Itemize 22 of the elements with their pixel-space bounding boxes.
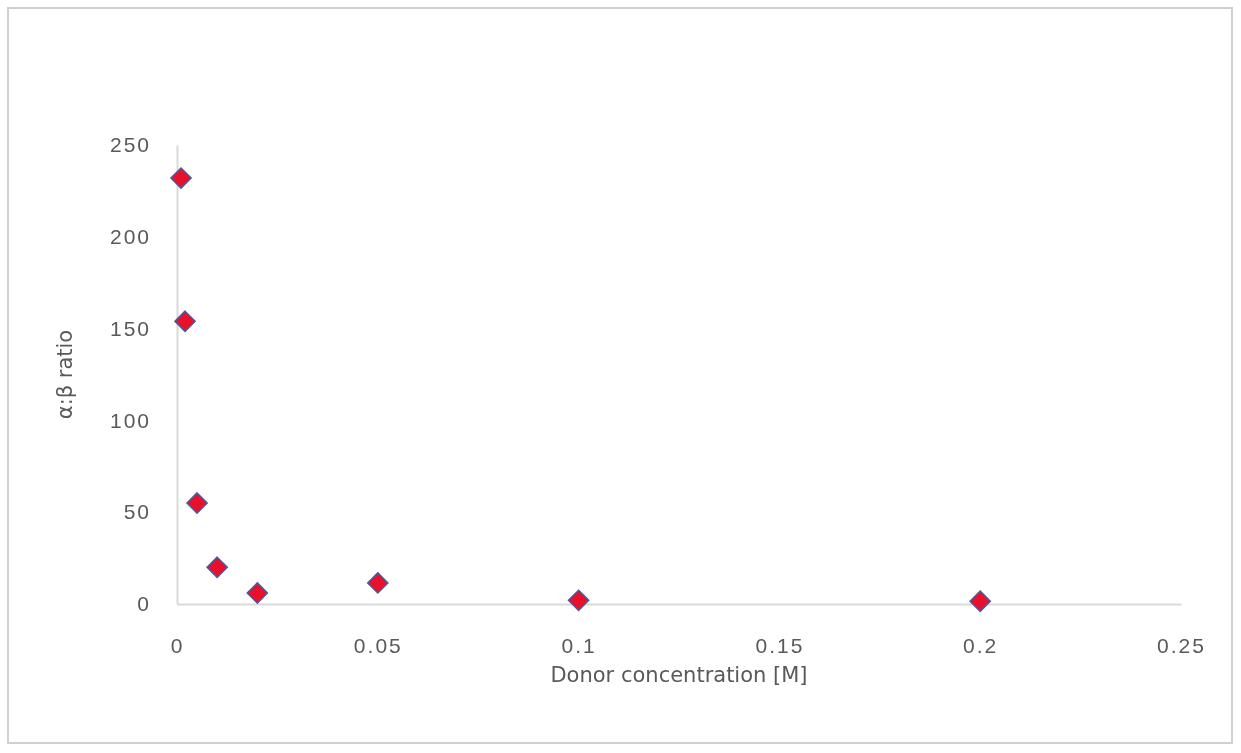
x-tick-label: 0.1 <box>561 633 597 657</box>
x-tick-label: 0 <box>170 633 185 657</box>
point <box>170 167 192 189</box>
y-tick-label: 200 <box>109 225 151 249</box>
x-tick-label: 0.2 <box>963 633 999 657</box>
y-axis-title: α:β ratio <box>53 329 77 420</box>
y-tick-label: 100 <box>109 408 151 432</box>
x-tick-label: 0.15 <box>755 633 805 657</box>
point <box>206 556 229 579</box>
y-tick-label: 250 <box>109 133 151 157</box>
y-tick-label: 0 <box>137 592 151 616</box>
point <box>567 589 590 612</box>
point <box>174 310 196 333</box>
x-axis-title: Donor concentration [M] <box>550 663 808 687</box>
point <box>186 492 208 514</box>
point <box>246 582 269 604</box>
x-tick-label: 0.25 <box>1157 633 1206 657</box>
y-tick-label: 50 <box>123 500 151 524</box>
point <box>969 590 992 613</box>
y-tick-label: 150 <box>109 316 151 340</box>
x-tick-label: 0.05 <box>353 633 403 657</box>
point <box>366 572 389 594</box>
